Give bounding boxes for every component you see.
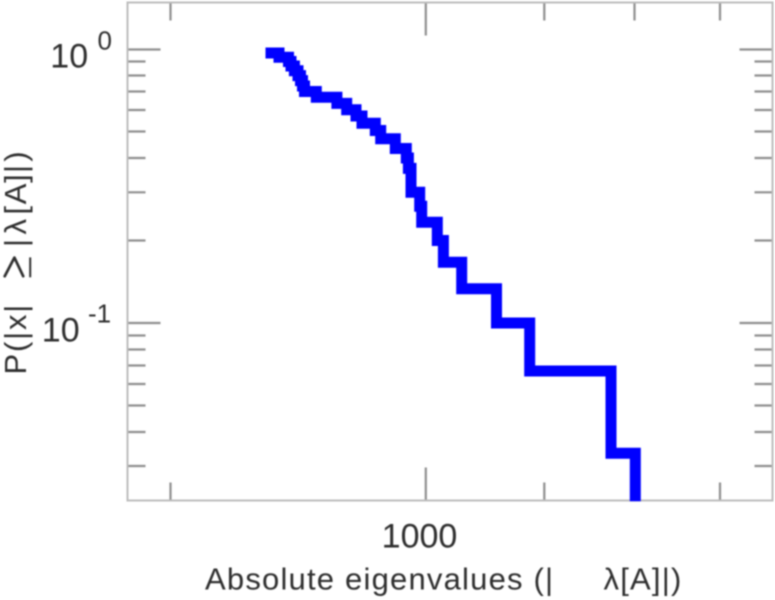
- svg-text:-1: -1: [88, 299, 111, 329]
- svg-text:]: ]: [0, 172, 33, 182]
- svg-text:A: A: [0, 182, 33, 204]
- svg-text:Absolute eigenvalues (|: Absolute eigenvalues (|: [205, 562, 554, 597]
- svg-text:λ[A]|): λ[A]|): [604, 562, 683, 597]
- svg-text:|: |: [0, 163, 33, 173]
- svg-text:|: |: [0, 237, 33, 247]
- svg-text:0: 0: [98, 26, 112, 56]
- svg-text:10: 10: [50, 38, 88, 76]
- svg-text:1000: 1000: [382, 518, 458, 556]
- svg-text:λ: λ: [0, 217, 33, 234]
- svg-text:10: 10: [42, 312, 80, 350]
- svg-text:P(|x|: P(|x|: [0, 303, 33, 375]
- svg-text:): ): [0, 149, 33, 161]
- svg-text:[: [: [0, 204, 33, 214]
